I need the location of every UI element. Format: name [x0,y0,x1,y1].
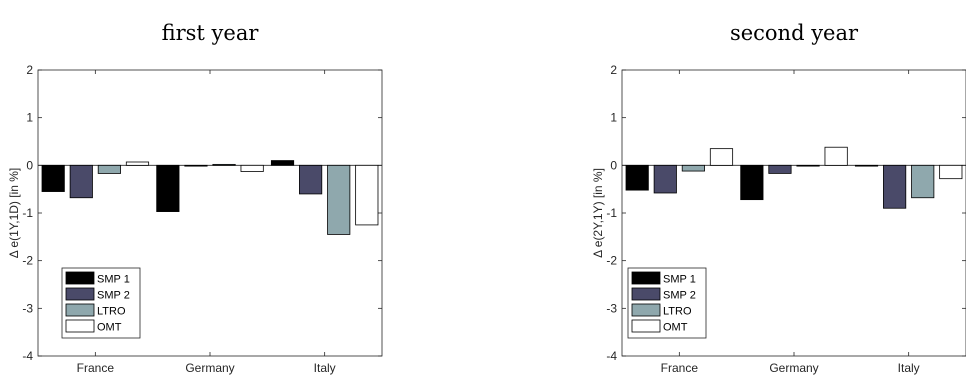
legend-swatch [631,287,661,301]
bar-smp-2-germany [768,164,792,174]
x-tick-label: France [661,361,699,375]
bar-smp-1-france [625,164,649,191]
bar-omt-italy [939,164,963,180]
x-tick-label: Italy [898,361,920,375]
y-tick-label: 2 [26,63,33,77]
bar-smp-2-italy [883,164,907,209]
legend-label: SMP 2 [97,290,130,302]
y-tick-label: 0 [26,158,33,172]
chart-title: second year [730,21,859,45]
y-tick-label: 2 [610,63,617,77]
y-tick-label: 1 [26,111,33,125]
y-tick-label: -3 [606,301,617,315]
legend-label: OMT [663,322,688,334]
bar-smp-2-germany [184,164,208,167]
x-tick-label: Germany [769,361,818,375]
y-tick-label: 0 [610,158,617,172]
y-axis-label: Δ e(2Y,1Y) [in %] [591,168,605,258]
x-tick-label: France [77,361,115,375]
legend: SMP 1 SMP 2 LTRO OMT [627,267,707,339]
y-tick-label: -4 [22,349,33,363]
legend-label: SMP 1 [663,274,696,286]
legend-swatch [65,287,95,301]
y-tick-label: -1 [606,206,617,220]
bar-smp-1-italy [854,164,879,167]
legend: SMP 1 SMP 2 LTRO OMT [61,267,141,339]
bar-ltro-germany [796,164,820,167]
bar-ltro-italy [327,164,351,235]
y-axis-label: Δ e(1Y,1D) [in %] [7,168,21,259]
y-tick-label: -2 [22,254,33,268]
legend-label: LTRO [97,306,126,318]
x-tick-label: Germany [185,361,234,375]
chart-panel-2: second year -4 -3 -2 -1 0 1 2 Δ e(2Y,1Y) [in %] F… [591,21,966,375]
legend-label: SMP 1 [97,274,130,286]
bar-smp-1-germany [156,164,180,212]
bar-smp-1-france [41,164,65,192]
legend-swatch [631,319,661,333]
bar-smp-2-france [69,164,93,199]
bar-omt-germany [240,164,264,172]
y-tick-label: -4 [606,349,617,363]
bar-smp-2-italy [299,164,323,195]
legend-swatch [631,303,661,317]
bar-omt-france [709,148,734,166]
legend-label: LTRO [663,306,692,318]
bar-omt-france [125,161,150,166]
x-tick-label: Italy [314,361,336,375]
chart-panel-1: first year -4 -3 -2 -1 0 1 2 Δ e(1Y,1D) [in %] Fr… [7,21,383,375]
bar-smp-2-france [653,164,677,194]
y-tick-label: -3 [22,301,33,315]
chart-title: first year [162,21,260,45]
legend-label: OMT [97,322,122,334]
bar-omt-italy [355,164,379,226]
bar-ltro-france [97,164,121,174]
legend-swatch [65,303,95,317]
bar-ltro-france [681,164,705,172]
bar-smp-1-italy [270,160,295,166]
y-tick-label: -2 [606,254,617,268]
bar-omt-germany [824,146,848,166]
y-tick-label: 1 [610,111,617,125]
legend-swatch [631,271,661,285]
y-tick-label: -1 [22,206,33,220]
bar-smp-1-germany [740,164,764,201]
bar-ltro-italy [911,164,935,199]
legend-swatch [65,271,95,285]
bar-ltro-germany [212,163,236,166]
legend-swatch [65,319,95,333]
legend-label: SMP 2 [663,290,696,302]
